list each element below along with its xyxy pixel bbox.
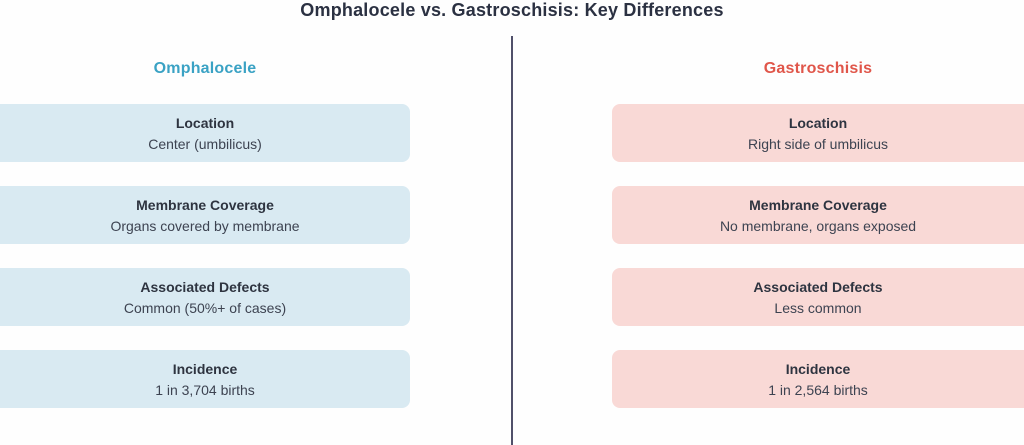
card-label: Associated Defects	[140, 278, 270, 295]
info-card-location: Location Center (umbilicus)	[0, 104, 410, 162]
column-omphalocele: Omphalocele Location Center (umbilicus) …	[0, 60, 410, 408]
card-label: Location	[175, 114, 235, 131]
card-value: Common (50%+ of cases)	[123, 299, 287, 316]
card-label: Membrane Coverage	[749, 196, 887, 213]
info-card-membrane-coverage: Membrane Coverage Organs covered by memb…	[0, 186, 410, 244]
card-value: 1 in 2,564 births	[768, 381, 868, 398]
info-card-incidence: Incidence 1 in 2,564 births	[612, 350, 1024, 408]
info-card-location: Location Right side of umbilicus	[612, 104, 1024, 162]
card-value: No membrane, organs exposed	[719, 217, 917, 234]
card-label: Location	[788, 114, 848, 131]
column-gastroschisis: Gastroschisis Location Right side of umb…	[612, 60, 1024, 408]
card-label: Incidence	[172, 360, 238, 377]
info-card-associated-defects: Associated Defects Common (50%+ of cases…	[0, 268, 410, 326]
card-label: Membrane Coverage	[136, 196, 274, 213]
card-label: Incidence	[785, 360, 851, 377]
column-header-omphalocele: Omphalocele	[153, 60, 257, 77]
card-list-omphalocele: Location Center (umbilicus) Membrane Cov…	[0, 104, 410, 408]
card-list-gastroschisis: Location Right side of umbilicus Membran…	[612, 104, 1024, 408]
card-label: Associated Defects	[753, 278, 883, 295]
card-value: Right side of umbilicus	[747, 135, 889, 152]
card-value: Organs covered by membrane	[110, 217, 300, 234]
column-divider	[511, 36, 513, 445]
card-value: Less common	[774, 299, 862, 316]
info-card-incidence: Incidence 1 in 3,704 births	[0, 350, 410, 408]
info-card-associated-defects: Associated Defects Less common	[612, 268, 1024, 326]
card-value: 1 in 3,704 births	[155, 381, 255, 398]
diagram-title: Omphalocele vs. Gastroschisis: Key Diffe…	[300, 0, 724, 20]
info-card-membrane-coverage: Membrane Coverage No membrane, organs ex…	[612, 186, 1024, 244]
column-header-gastroschisis: Gastroschisis	[763, 60, 873, 77]
card-value: Center (umbilicus)	[148, 135, 262, 152]
